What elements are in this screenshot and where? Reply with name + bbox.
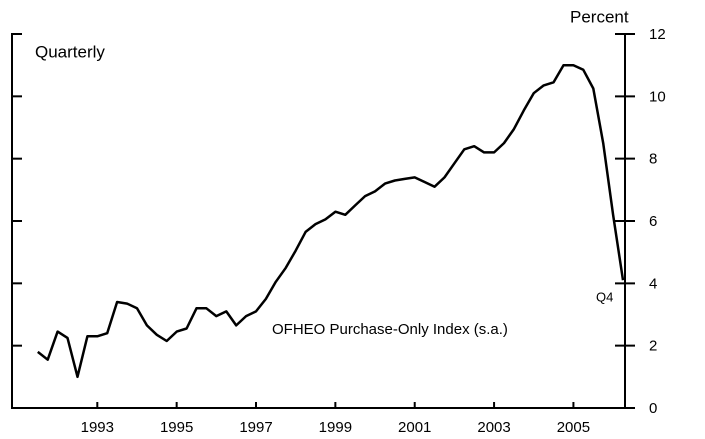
y-tick-label: 6: [649, 213, 657, 230]
y-tick-label: 12: [649, 26, 666, 43]
y-axis-label: Percent: [570, 7, 629, 26]
x-tick-label: 1999: [319, 419, 352, 436]
y-tick-label: 4: [649, 275, 657, 292]
x-tick-label: 2005: [557, 419, 590, 436]
y-tick-label: 2: [649, 338, 657, 355]
x-tick-label: 2003: [477, 419, 510, 436]
x-tick-label: 1995: [160, 419, 193, 436]
y-tick-label: 8: [649, 151, 657, 168]
y-tick-label: 10: [649, 88, 666, 105]
subtitle: Quarterly: [35, 42, 105, 61]
x-tick-label: 1997: [239, 419, 272, 436]
end-label: Q4: [596, 289, 613, 304]
annotation: OFHEO Purchase-Only Index (s.a.): [272, 321, 508, 338]
x-tick-label: 2001: [398, 419, 431, 436]
data-line: [37, 63, 625, 379]
y-tick-label: 0: [649, 400, 657, 417]
x-tick-label: 1993: [81, 419, 114, 436]
